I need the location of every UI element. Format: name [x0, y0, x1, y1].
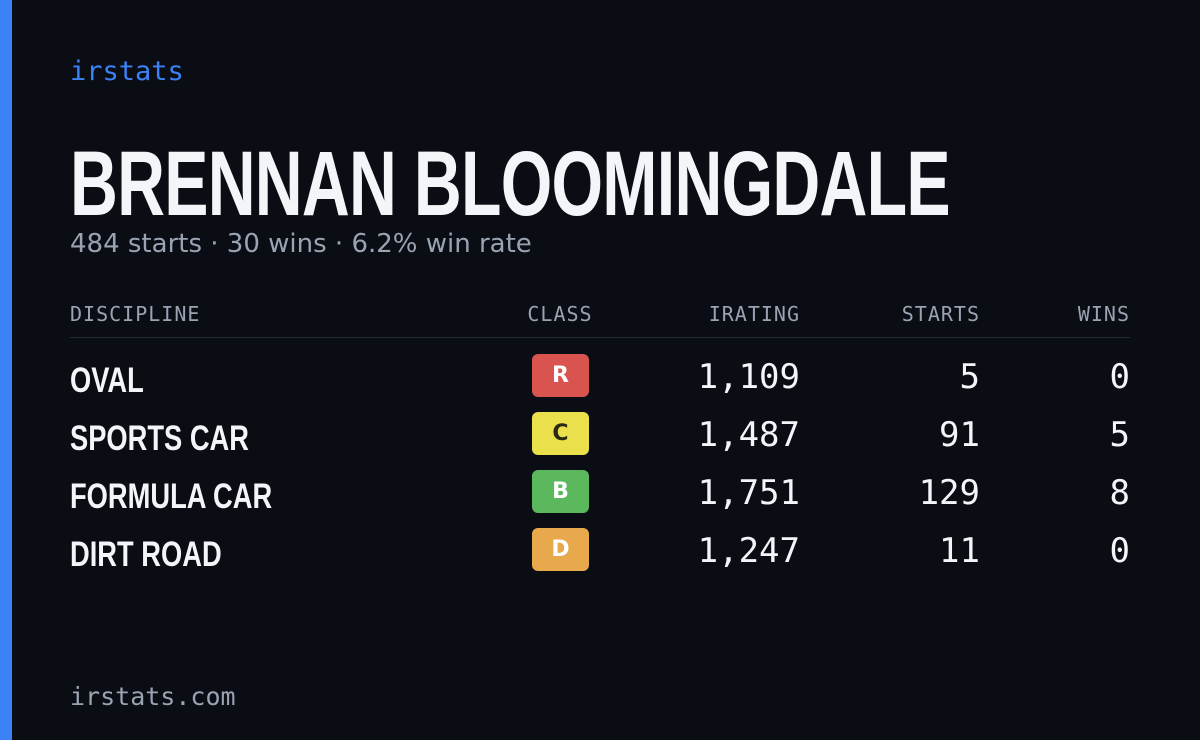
wins: 5	[1109, 415, 1130, 455]
footer: irstats.com	[70, 682, 236, 711]
column-header: WINS	[1077, 302, 1130, 326]
wins: 0	[1109, 531, 1130, 571]
brand: irstats	[70, 56, 184, 87]
header-rule	[70, 337, 1130, 338]
class-badge: B	[532, 470, 589, 513]
starts: 129	[918, 473, 980, 513]
irating: 1,247	[697, 531, 800, 571]
column-header: STARTS	[901, 302, 980, 326]
discipline: FORMULA CAR	[70, 477, 273, 516]
starts: 5	[959, 357, 980, 397]
accent-bar	[0, 0, 12, 740]
column-header: CLASS	[527, 302, 593, 326]
class-badge: C	[532, 412, 589, 455]
wins: 0	[1109, 357, 1130, 397]
player-name: BRENNAN BLOOMINGDALE	[70, 133, 951, 235]
class-badge: D	[532, 528, 589, 571]
irating: 1,109	[697, 357, 800, 397]
discipline: DIRT ROAD	[70, 535, 222, 574]
summary: 484 starts · 30 wins · 6.2% win rate	[70, 229, 532, 259]
column-header: IRATING	[708, 302, 800, 326]
irating: 1,751	[697, 473, 800, 513]
discipline: SPORTS CAR	[70, 419, 249, 458]
discipline: OVAL	[70, 361, 144, 400]
column-header: DISCIPLINE	[70, 302, 201, 326]
class-badge: R	[532, 354, 589, 397]
starts: 11	[939, 531, 980, 571]
irating: 1,487	[697, 415, 800, 455]
wins: 8	[1109, 473, 1130, 513]
starts: 91	[939, 415, 980, 455]
